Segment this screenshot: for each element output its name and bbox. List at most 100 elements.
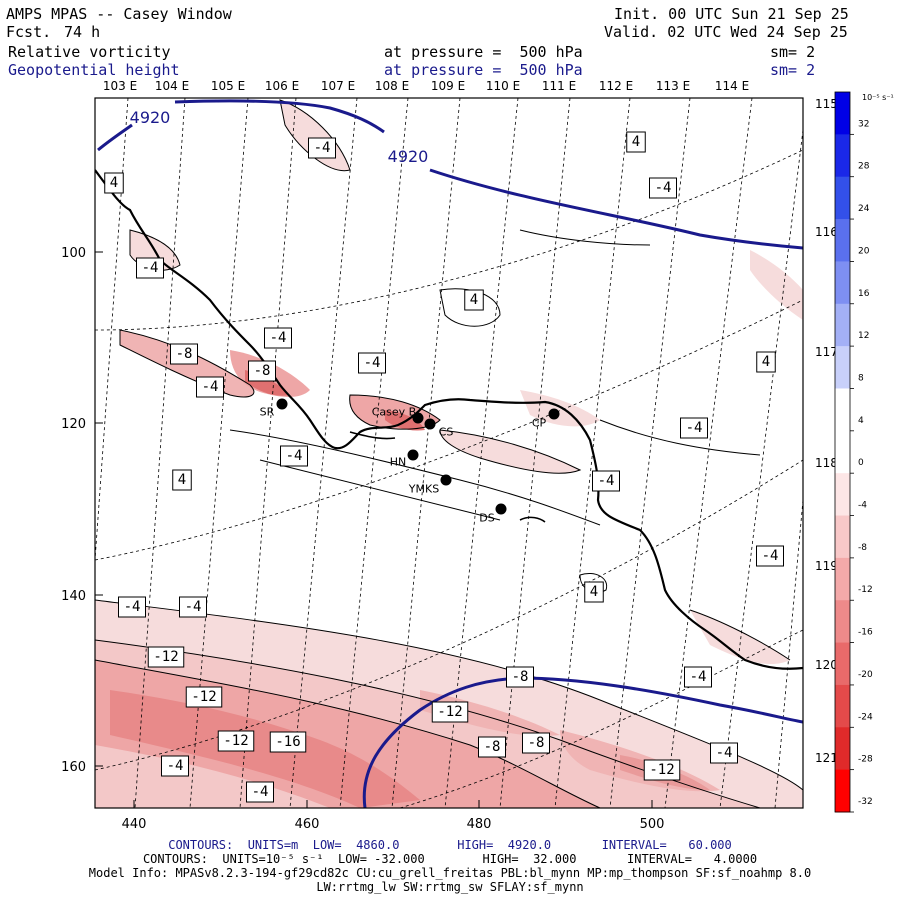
vorticity-label: -4 [118, 596, 146, 618]
svg-text:-4: -4 [598, 473, 615, 489]
vorticity-label: -4 [592, 470, 620, 492]
colorbar-tick-label: 12 [858, 331, 869, 341]
x-tick-label: 500 [640, 817, 665, 832]
svg-text:-12: -12 [153, 649, 178, 665]
svg-text:-4: -4 [185, 599, 202, 615]
station-marker: SR [260, 398, 288, 419]
height-label: 4920 [388, 147, 429, 166]
vorticity-label: -4 [264, 327, 292, 349]
lon-label: 104 E [155, 79, 189, 93]
colorbar-swatch [835, 219, 850, 262]
svg-text:Casey B: Casey B [372, 406, 416, 419]
station-marker: Casey B [372, 406, 424, 424]
colorbar-swatch [835, 430, 850, 474]
lon-label: 106 E [265, 79, 299, 93]
colorbar-swatch [835, 684, 850, 728]
vorticity-label: -4 [196, 376, 224, 398]
map-title: AMPS MPAS -- Casey Window [6, 5, 232, 23]
svg-text:-8: -8 [254, 363, 271, 379]
vorticity-label: -8 [522, 732, 550, 754]
vorticity-label: -12 [217, 730, 255, 752]
station-marker: CP [532, 408, 560, 430]
vorticity-label: 4 [584, 581, 604, 603]
svg-text:-12: -12 [437, 704, 462, 720]
height-contour-info: CONTOURS: UNITS=m LOW= 4860.0 HIGH= 4920… [168, 838, 732, 852]
vorticity-label: -4 [684, 666, 712, 688]
colorbar-tick-label: 4 [858, 416, 864, 426]
svg-text:-16: -16 [275, 734, 300, 750]
colorbar-tick-label: 24 [858, 204, 870, 214]
y-tick-label: 120 [61, 417, 86, 432]
stations: SR Casey B CS HN YMKS DS CP [260, 398, 560, 525]
colorbar-swatch [835, 388, 850, 432]
svg-text:-4: -4 [686, 420, 703, 436]
vorticity-label: -4 [649, 177, 677, 199]
svg-text:-4: -4 [655, 180, 672, 196]
svg-text:-12: -12 [223, 733, 248, 749]
svg-text:-4: -4 [202, 379, 219, 395]
colorbar-tick-label: 20 [858, 246, 870, 256]
vorticity-label: -12 [643, 759, 681, 781]
vorticity-label: 4 [626, 131, 646, 153]
svg-text:-8: -8 [484, 739, 501, 755]
forecast-hour: 74 h [64, 23, 101, 41]
lon-label: 113 E [656, 79, 690, 93]
x-tick-label: 480 [467, 817, 492, 832]
svg-text:-8: -8 [176, 346, 193, 362]
vorticity-label: -8 [478, 736, 506, 758]
field2-name: Geopotential height [8, 61, 180, 79]
svg-text:SR: SR [260, 406, 275, 419]
svg-text:YMKS: YMKS [408, 483, 439, 496]
vorticity-label: -4 [246, 781, 274, 803]
svg-text:-8: -8 [528, 735, 545, 751]
colorbar: 32 28 24 20 16 12 8 4 0 -4 -8 -12 -16 -20 -24 -28 -32 10⁻… [834, 91, 894, 813]
svg-text:4: 4 [590, 584, 598, 600]
height-labels: 4920 4920 [130, 108, 429, 166]
svg-text:-4: -4 [314, 140, 331, 156]
colorbar-tick-label: -32 [858, 797, 873, 807]
vorticity-label: 4 [104, 172, 124, 194]
vorticity-label: -4 [179, 596, 207, 618]
lon-label: 108 E [375, 79, 409, 93]
station-marker: CS [424, 418, 453, 439]
vorticity-label: -4 [280, 445, 308, 467]
lon-label: 105 E [211, 79, 245, 93]
colorbar-tick-label: 32 [858, 119, 869, 129]
vorticity-label: -4 [308, 137, 336, 159]
svg-text:HN: HN [390, 456, 407, 469]
valid-time: Valid. 02 UTC Wed 24 Sep 25 [604, 23, 848, 41]
vorticity-label: 4 [172, 469, 192, 491]
svg-text:CP: CP [532, 417, 547, 430]
y-tick-label: 140 [61, 589, 86, 604]
lon-label: 112 E [599, 79, 633, 93]
lon-label: 111 E [542, 79, 576, 93]
colorbar-swatch [835, 92, 850, 135]
vorticity-label: -8 [506, 666, 534, 688]
lon-label: 114 E [715, 79, 749, 93]
field1-name: Relative vorticity [8, 43, 171, 61]
field2-pressure: at pressure = 500 hPa [384, 61, 583, 79]
colorbar-swatch [835, 134, 850, 178]
colorbar-tick-label: -4 [858, 501, 867, 511]
colorbar-swatch [835, 261, 850, 305]
y-tick-label: 100 [61, 246, 86, 261]
colorbar-unit: 10⁻⁵ s⁻¹ [862, 93, 894, 102]
svg-text:-4: -4 [142, 260, 159, 276]
svg-text:-4: -4 [762, 548, 779, 564]
vorticity-contour-info: CONTOURS: UNITS=10⁻⁵ s⁻¹ LOW= -32.000 HI… [142, 852, 758, 866]
lon-label: 109 E [431, 79, 465, 93]
vorticity-label: -4 [136, 257, 164, 279]
colorbar-swatch [835, 769, 850, 813]
svg-text:-4: -4 [286, 448, 303, 464]
vorticity-label: 4 [756, 351, 776, 373]
vorticity-label: -8 [170, 343, 198, 365]
svg-text:4: 4 [110, 175, 118, 191]
vorticity-label: -12 [185, 686, 223, 708]
colorbar-tick-label: -16 [858, 628, 873, 638]
height-label: 4920 [130, 108, 171, 127]
station-marker: DS [479, 503, 507, 525]
colorbar-tick-label: 8 [858, 373, 864, 383]
vorticity-label: -8 [248, 360, 276, 382]
station-marker: HN [390, 449, 419, 469]
